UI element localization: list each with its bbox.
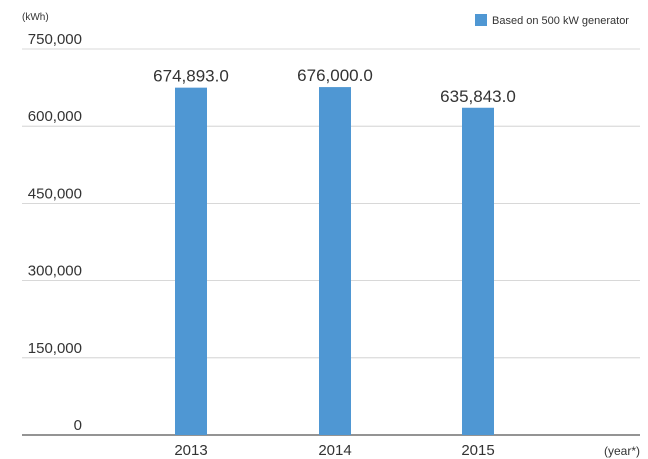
x-tick-label-2013: 2013: [174, 442, 207, 459]
y-tick-label: 150,000: [28, 340, 82, 357]
bar-2013: [175, 87, 207, 436]
y-tick-label: 600,000: [28, 108, 82, 125]
legend-swatch: [475, 14, 487, 26]
legend-label: Based on 500 kW generator: [492, 15, 629, 27]
data-label-2015: 635,843.0: [440, 87, 516, 106]
bar-series: 674,893.0 676,000.0 635,843.0: [153, 66, 516, 436]
x-tick-label-2015: 2015: [461, 442, 494, 459]
y-tick-label: 0: [74, 417, 82, 434]
x-tick-label-2014: 2014: [318, 442, 351, 459]
x-axis-ticks: 2013 2014 2015: [174, 442, 494, 459]
x-axis-label: (year*): [604, 444, 640, 458]
data-label-2013: 674,893.0: [153, 67, 229, 86]
bar-2014: [319, 87, 351, 436]
data-label-2014: 676,000.0: [297, 66, 373, 85]
y-tick-label: 750,000: [28, 31, 82, 48]
bar-2015: [462, 107, 494, 435]
legend: Based on 500 kW generator: [475, 14, 629, 27]
y-axis-ticks: 0 150,000 300,000 450,000 600,000 750,000: [28, 31, 82, 434]
y-tick-label: 450,000: [28, 185, 82, 202]
y-axis-unit-label: (kWh): [22, 12, 49, 23]
y-tick-label: 300,000: [28, 263, 82, 280]
